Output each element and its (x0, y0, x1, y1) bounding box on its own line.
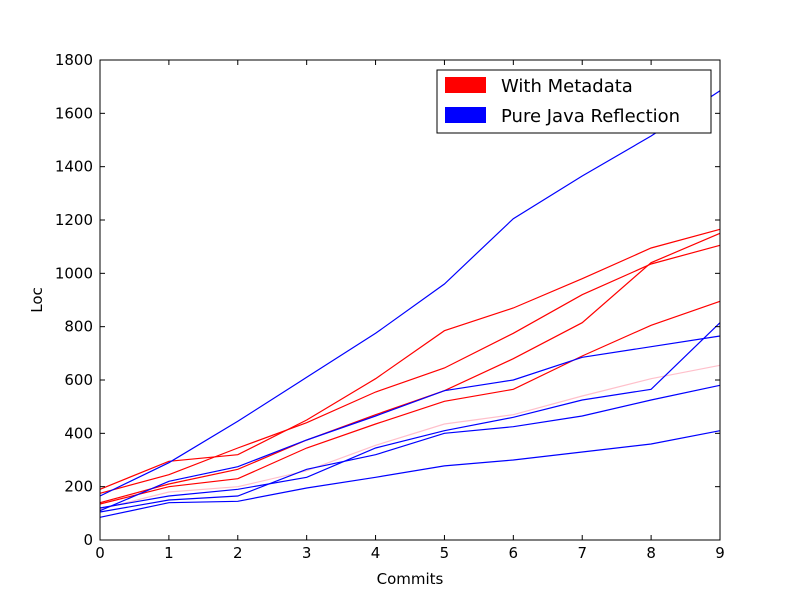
y-tick-label: 800 (64, 318, 93, 336)
series-line-1 (99, 228, 721, 490)
x-tick-label: 6 (509, 544, 519, 562)
x-tick-label: 4 (371, 544, 381, 562)
y-tick-label: 1600 (55, 104, 93, 122)
series-line-5 (99, 364, 721, 510)
y-tick-label: 1400 (55, 158, 93, 176)
series-line-6 (99, 90, 721, 497)
series-line-9 (99, 384, 721, 513)
x-tick-label: 7 (577, 544, 587, 562)
y-tick-label: 1000 (55, 264, 93, 282)
y-tick-label: 1200 (55, 211, 93, 229)
series-line-10 (99, 430, 721, 518)
x-tick-label: 3 (302, 544, 312, 562)
x-tick-label: 0 (95, 544, 105, 562)
x-tick-label: 2 (233, 544, 243, 562)
y-tick-label: 200 (64, 478, 93, 496)
y-axis-label: Loc (28, 287, 46, 313)
series-line-2 (99, 244, 721, 494)
y-tick-label: 600 (64, 371, 93, 389)
y-tick-label: 0 (83, 531, 93, 549)
x-tick-label: 5 (440, 544, 450, 562)
x-tick-label: 9 (715, 544, 725, 562)
x-tick-label: 1 (164, 544, 174, 562)
legend: With Metadata Pure Java Reflection (436, 69, 712, 134)
legend-swatch-with-metadata (445, 77, 486, 93)
x-axis: 0 1 2 3 4 5 6 7 8 9 (95, 60, 725, 562)
legend-label-pure-java-reflection: Pure Java Reflection (501, 106, 680, 127)
series-line-3 (99, 232, 721, 504)
series-line-4 (99, 300, 721, 505)
legend-swatch-pure-java-reflection (445, 107, 486, 123)
y-tick-label: 400 (64, 424, 93, 442)
series-line-7 (99, 335, 721, 512)
x-tick-label: 8 (646, 544, 656, 562)
x-axis-label: Commits (377, 570, 444, 588)
y-tick-label: 1800 (55, 51, 93, 69)
y-axis: 0 200 400 600 800 1000 1200 1400 1600 1800 (55, 51, 720, 549)
series-line-8 (99, 322, 721, 509)
legend-label-with-metadata: With Metadata (501, 76, 633, 97)
plot-frame (99, 59, 721, 541)
series-layer (99, 90, 721, 518)
